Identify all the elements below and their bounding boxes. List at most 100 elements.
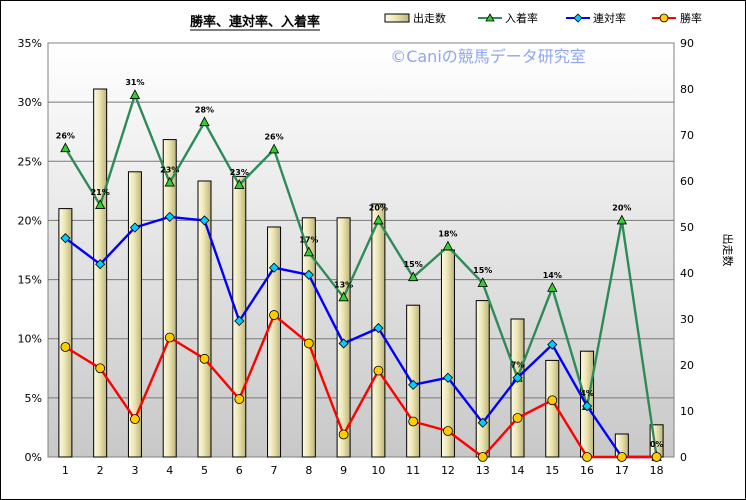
data-label: 18% [438, 229, 457, 238]
y2-axis-label: 出走数 [721, 234, 735, 267]
bar [162, 139, 177, 458]
x-axis-tick-label: 12 [441, 464, 455, 477]
point-circle [269, 310, 279, 320]
point-diamond [338, 338, 349, 349]
bar [127, 171, 142, 458]
point-triangle [199, 116, 210, 127]
point-triangle [95, 199, 106, 209]
data-label: 23% [160, 166, 179, 175]
x-axis-tick-label: 17 [615, 464, 629, 477]
point-triangle [338, 291, 349, 302]
data-label: 15% [473, 266, 492, 275]
point-triangle [268, 143, 280, 154]
point-circle [338, 429, 349, 440]
legend-marker-win-rate [659, 13, 669, 23]
point-circle [651, 452, 662, 462]
x-axis-tick-label: 18 [650, 464, 664, 477]
data-label: 31% [125, 78, 144, 87]
right-axis-tick-label: 30 [680, 313, 694, 326]
bar [267, 226, 282, 458]
point-triangle [234, 179, 245, 189]
gridlines [48, 101, 674, 399]
line-series [60, 89, 662, 463]
point-circle [616, 452, 627, 462]
right-axis-tick-label: 90 [680, 37, 694, 50]
point-circle [582, 452, 592, 462]
right-axis-tick-label: 10 [680, 405, 694, 418]
x-axis-tick-label: 2 [97, 464, 104, 477]
watermark: ©Caniの競馬データ研究室 [390, 47, 586, 66]
point-triangle [442, 240, 454, 251]
series-line [64, 313, 657, 459]
point-triangle [373, 214, 384, 225]
point-triangle [408, 271, 419, 282]
point-circle [512, 413, 523, 423]
x-axis-tick-label: 14 [511, 464, 525, 477]
point-triangle [164, 176, 175, 187]
point-diamond [129, 222, 141, 233]
right-axis-tick-label: 60 [680, 175, 694, 188]
left-axis-tick-label: 0% [25, 451, 42, 464]
legend-marker-place-rate [573, 13, 583, 23]
left-axis-tick-label: 15% [18, 274, 42, 287]
point-circle [234, 394, 245, 404]
data-label: 26% [264, 132, 283, 141]
data-label: 15% [404, 260, 423, 269]
right-axis-tick-label: 20 [680, 359, 694, 372]
point-circle [303, 338, 314, 349]
series-line [64, 215, 657, 459]
point-diamond [373, 323, 384, 334]
data-label: 21% [91, 188, 110, 197]
point-diamond [512, 372, 523, 383]
left-axis-ticks: 0% 5% 10% 15% 20% 25% 30% 35% [18, 37, 42, 464]
bar [93, 88, 108, 458]
left-axis-tick-label: 25% [18, 155, 42, 168]
x-axis-tick-label: 13 [476, 464, 490, 477]
series-line [64, 93, 658, 458]
point-triangle [547, 281, 558, 292]
x-axis-tick-label: 3 [131, 464, 138, 477]
legend-label-show-rate: 入着率 [505, 11, 538, 25]
point-circle [477, 452, 488, 462]
x-axis-tick-label: 4 [166, 464, 173, 477]
bar [510, 318, 525, 458]
point-diamond [547, 339, 558, 350]
x-axis-ticks: 1 2 3 4 5 6 7 8 9 10 11 12 13 14 15 16 17 18 [62, 464, 664, 477]
point-diamond [268, 262, 280, 273]
point-circle [547, 395, 558, 406]
x-axis-tick-label: 6 [236, 464, 243, 477]
point-circle [199, 353, 210, 364]
data-label: 26% [56, 131, 75, 140]
point-circle [164, 332, 175, 343]
x-axis-tick-label: 1 [62, 464, 69, 477]
legend-label-win-rate: 勝率 [680, 11, 702, 25]
point-diamond [95, 259, 106, 270]
point-circle [408, 416, 419, 427]
point-diamond [234, 315, 245, 327]
point-diamond [442, 372, 454, 383]
data-label: 23% [230, 168, 249, 177]
point-diamond [164, 211, 175, 222]
data-label: 17% [299, 235, 318, 244]
left-axis-tick-label: 5% [25, 392, 42, 405]
bar [58, 208, 73, 458]
right-axis-tick-label: 0 [680, 451, 687, 464]
data-label: 14% [543, 271, 562, 280]
point-triangle [60, 142, 71, 153]
legend-swatch-starts [384, 13, 410, 23]
data-labels: 26% 21% 31% 23% 28% 23% 26% 17% 13% 20% 15% 18% 15% 7… [56, 78, 664, 449]
left-axis-tick-label: 20% [18, 214, 42, 227]
right-axis-tick-label: 70 [680, 129, 694, 142]
bar [440, 249, 455, 458]
point-diamond [199, 215, 210, 226]
data-label: 13% [334, 280, 353, 289]
right-axis-tick-label: 50 [680, 221, 694, 234]
point-triangle [616, 214, 627, 225]
x-axis-tick-label: 7 [271, 464, 278, 477]
left-axis-tick-label: 35% [18, 37, 42, 50]
point-diamond [303, 269, 314, 280]
point-circle [60, 342, 71, 352]
point-diamond [477, 417, 488, 428]
bar [475, 300, 490, 458]
